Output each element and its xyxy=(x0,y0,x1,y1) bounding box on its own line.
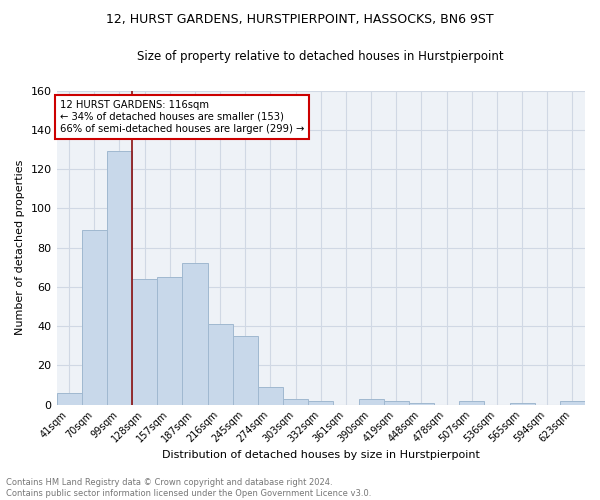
Bar xyxy=(560,400,585,404)
Bar xyxy=(208,324,233,404)
Text: 12 HURST GARDENS: 116sqm
← 34% of detached houses are smaller (153)
66% of semi-: 12 HURST GARDENS: 116sqm ← 34% of detach… xyxy=(59,100,304,134)
Bar xyxy=(182,264,208,404)
Bar xyxy=(233,336,258,404)
Bar xyxy=(308,400,334,404)
Text: Contains HM Land Registry data © Crown copyright and database right 2024.
Contai: Contains HM Land Registry data © Crown c… xyxy=(6,478,371,498)
Bar xyxy=(132,279,157,404)
Title: Size of property relative to detached houses in Hurstpierpoint: Size of property relative to detached ho… xyxy=(137,50,504,63)
Bar xyxy=(107,152,132,404)
Bar xyxy=(283,399,308,404)
Bar xyxy=(82,230,107,404)
Bar xyxy=(459,400,484,404)
Bar xyxy=(383,400,409,404)
X-axis label: Distribution of detached houses by size in Hurstpierpoint: Distribution of detached houses by size … xyxy=(162,450,480,460)
Bar xyxy=(509,402,535,404)
Bar xyxy=(157,277,182,404)
Bar xyxy=(409,402,434,404)
Y-axis label: Number of detached properties: Number of detached properties xyxy=(15,160,25,336)
Bar xyxy=(56,393,82,404)
Bar xyxy=(359,399,383,404)
Bar xyxy=(258,387,283,404)
Text: 12, HURST GARDENS, HURSTPIERPOINT, HASSOCKS, BN6 9ST: 12, HURST GARDENS, HURSTPIERPOINT, HASSO… xyxy=(106,12,494,26)
